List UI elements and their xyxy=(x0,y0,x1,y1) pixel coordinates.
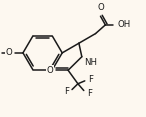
Text: F: F xyxy=(88,75,93,84)
Text: NH: NH xyxy=(84,58,97,67)
Text: O: O xyxy=(97,3,104,12)
Text: O: O xyxy=(47,66,53,75)
Text: F: F xyxy=(87,89,92,98)
Text: OH: OH xyxy=(117,20,130,29)
Text: F: F xyxy=(64,87,69,96)
Text: O: O xyxy=(5,48,12,57)
